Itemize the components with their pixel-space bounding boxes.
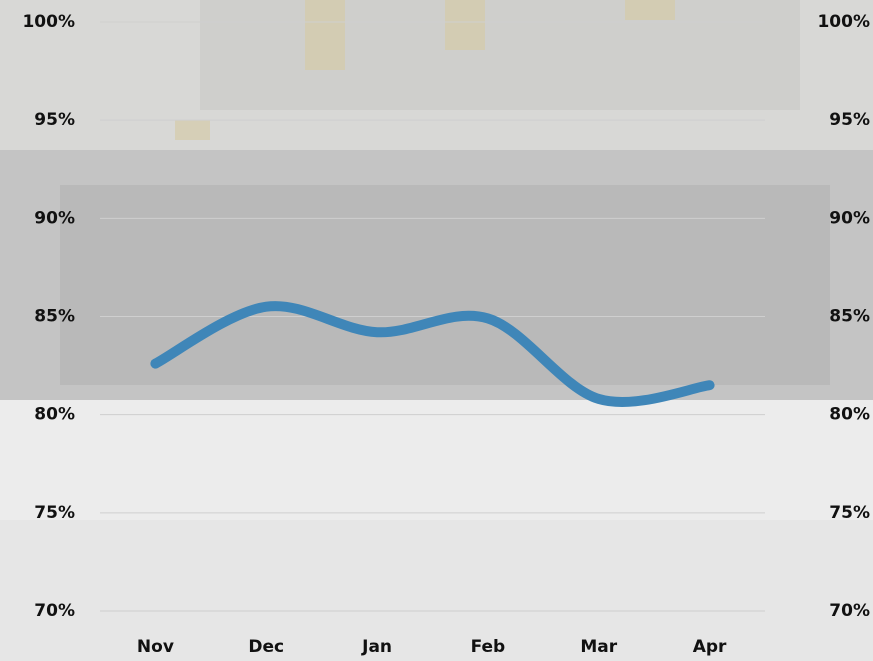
- y2-tick-label: 85%: [829, 307, 870, 327]
- y-tick-label: 95%: [34, 110, 75, 130]
- x-tick-label: Jan: [361, 637, 392, 657]
- y-tick-label: 80%: [34, 405, 75, 425]
- y-tick-label: 70%: [34, 601, 75, 621]
- y-tick-label: 90%: [34, 208, 75, 228]
- y2-tick-label: 90%: [829, 208, 870, 228]
- x-tick-label: Dec: [248, 637, 284, 657]
- y2-tick-label: 100%: [817, 12, 870, 32]
- y2-tick-label: 80%: [829, 405, 870, 425]
- x-tick-label: Mar: [580, 637, 617, 657]
- x-tick-label: Feb: [471, 637, 506, 657]
- y2-tick-label: 70%: [829, 601, 870, 621]
- y2-tick-label: 95%: [829, 110, 870, 130]
- y-tick-label: 100%: [22, 12, 75, 32]
- x-tick-label: Nov: [137, 637, 174, 657]
- line: [150, 301, 715, 408]
- y-tick-label: 85%: [34, 307, 75, 327]
- y2-tick-label: 75%: [829, 503, 870, 523]
- x-tick-label: Apr: [693, 637, 727, 657]
- y-tick-label: 75%: [34, 503, 75, 523]
